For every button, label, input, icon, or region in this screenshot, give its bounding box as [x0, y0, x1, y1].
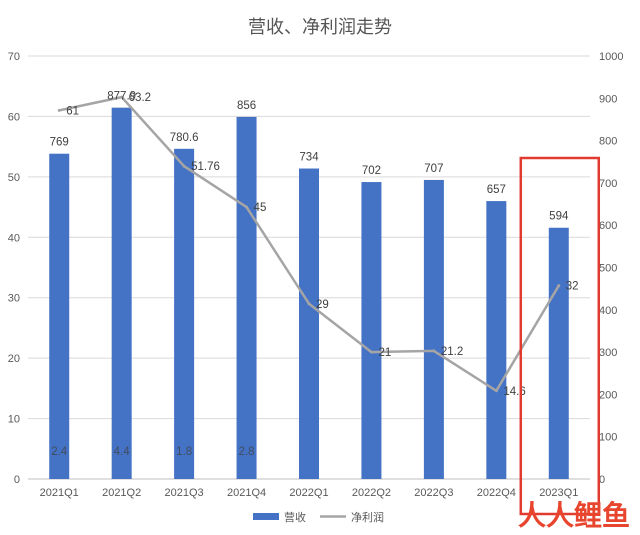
left-tick-label: 30	[8, 293, 20, 305]
x-axis: 2021Q1 2021Q2 2021Q3 2021Q4 2022Q1 2022Q2 2022…	[40, 487, 579, 499]
legend: 营收 净利润	[253, 510, 384, 524]
watermark-text: 人人鲤鱼	[518, 499, 630, 531]
line-label: 61	[66, 105, 79, 117]
x-tick-label: 2022Q1	[289, 487, 328, 499]
right-tick-label: 1000	[599, 51, 623, 63]
line-label: 29	[316, 299, 329, 311]
bar-label: 594	[549, 211, 569, 223]
line-point	[182, 164, 186, 168]
bar-inner-label: 2.8	[239, 446, 255, 458]
line-point	[57, 108, 61, 112]
legend-swatch-revenue	[253, 513, 279, 520]
x-tick-label: 2021Q4	[227, 487, 266, 499]
right-tick-label: 400	[599, 305, 617, 317]
left-tick-label: 60	[8, 111, 20, 123]
line-label: 21.2	[441, 346, 463, 358]
line-point	[557, 284, 561, 288]
left-axis: 0 10 20 30 40 50 60 70	[8, 51, 20, 486]
chart-title: 营收、净利润走势	[248, 17, 392, 38]
left-tick-label: 50	[8, 172, 20, 184]
bar-label: 707	[424, 163, 443, 175]
line-point	[120, 95, 124, 99]
right-tick-label: 700	[599, 178, 617, 190]
revenue-bars	[49, 107, 569, 480]
line-label: 14.6	[503, 386, 525, 398]
bar-label: 780.6	[170, 132, 199, 144]
bar	[49, 153, 70, 479]
bar-label: 769	[50, 137, 69, 149]
watermark-logo: 人人鲤鱼	[518, 499, 630, 532]
line-label: 51.76	[191, 161, 220, 173]
bar-label: 877.9	[107, 91, 136, 103]
x-tick-label: 2021Q1	[40, 487, 79, 499]
right-tick-label: 600	[599, 220, 617, 232]
bar-label: 657	[487, 184, 506, 196]
right-tick-label: 500	[599, 263, 617, 275]
left-tick-label: 10	[8, 414, 20, 426]
x-tick-label: 2022Q4	[477, 487, 516, 499]
right-tick-label: 900	[599, 93, 617, 105]
bar	[236, 116, 257, 480]
bar	[423, 179, 444, 479]
right-tick-label: 800	[599, 136, 617, 148]
right-tick-label: 100	[599, 432, 617, 444]
bar-label: 856	[237, 100, 256, 112]
left-tick-label: 40	[8, 232, 20, 244]
bar-inner-label: 1.8	[176, 446, 192, 458]
left-tick-label: 20	[8, 353, 20, 365]
legend-label-revenue: 营收	[284, 510, 306, 524]
bar-inner-label: 4.4	[114, 446, 131, 458]
bar-label: 734	[299, 152, 319, 164]
line-point	[494, 389, 498, 393]
x-tick-label: 2023Q1	[539, 487, 578, 499]
bar	[299, 168, 319, 479]
line-label: 45	[254, 202, 267, 214]
legend-label-profit: 净利润	[351, 510, 384, 524]
line-point	[307, 302, 311, 306]
left-tick-label: 0	[14, 474, 20, 486]
x-tick-label: 2022Q2	[352, 487, 391, 499]
line-point	[432, 349, 436, 353]
data-labels: 769 877.9 780.6 856 734 702 707 657 594 61 63.2 51.…	[50, 91, 579, 458]
right-tick-label: 0	[599, 474, 605, 486]
x-tick-label: 2021Q2	[102, 487, 141, 499]
line-label: 21	[378, 347, 391, 359]
right-tick-label: 300	[599, 347, 617, 359]
line-label: 32	[566, 281, 579, 293]
bar-label: 702	[362, 165, 381, 177]
line-point	[369, 350, 373, 354]
bar-inner-label: 2.4	[51, 446, 68, 458]
profit-line	[57, 95, 561, 393]
line-point	[245, 205, 249, 209]
bar	[361, 182, 382, 479]
bar	[174, 148, 195, 479]
bar	[486, 201, 507, 480]
bar	[548, 227, 569, 479]
x-tick-label: 2021Q3	[165, 487, 204, 499]
x-tick-label: 2022Q3	[414, 487, 453, 499]
left-tick-label: 70	[8, 51, 20, 63]
bar	[111, 107, 132, 479]
line-label: 63.2	[129, 92, 151, 104]
highlight-box-2023q1	[519, 156, 601, 516]
right-axis: 0 100 200 300 400 500 600 700 800 900 1000	[599, 51, 623, 486]
right-tick-label: 200	[599, 389, 617, 401]
